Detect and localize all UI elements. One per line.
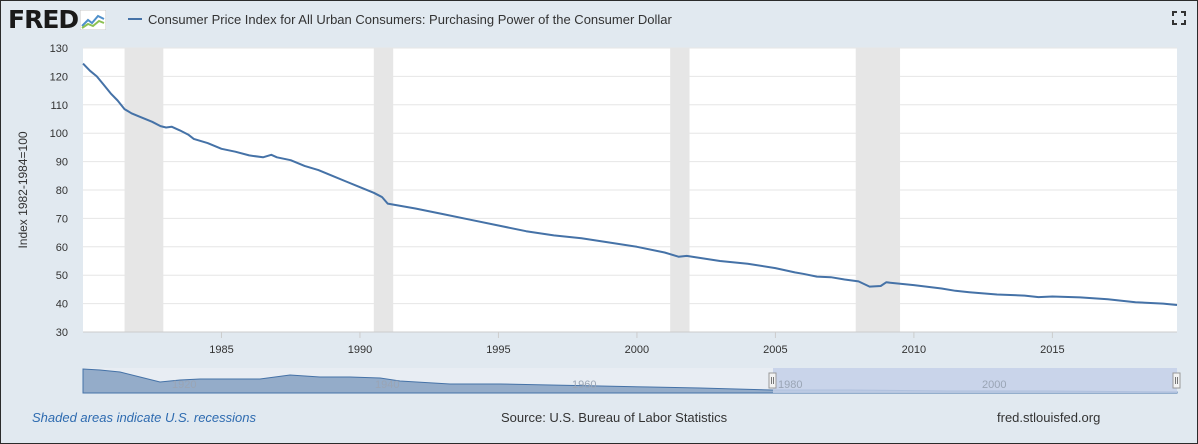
source-text: Source: U.S. Bureau of Labor Statistics: [501, 410, 728, 425]
x-tick-label: 1985: [209, 344, 233, 356]
navigator-selection[interactable]: [773, 368, 1177, 393]
y-axis-label: Index 1982-1984=100: [16, 131, 30, 248]
navigator-tick: 1980: [778, 379, 802, 391]
y-tick-label: 120: [50, 71, 68, 83]
legend-swatch: [128, 18, 142, 20]
chart-legend[interactable]: Consumer Price Index for All Urban Consu…: [128, 10, 672, 28]
navigator-right-handle[interactable]: [1172, 372, 1181, 389]
series-line[interactable]: [82, 62, 1178, 306]
x-tick-label: 2015: [1040, 344, 1064, 356]
x-tick-label: 2005: [763, 344, 787, 356]
y-tick-label: 60: [56, 242, 68, 254]
y-tick-label: 30: [56, 327, 68, 339]
y-tick-label: 40: [56, 299, 68, 311]
navigator-tick: 1940: [375, 379, 399, 391]
x-tick-label: 1995: [486, 344, 510, 356]
y-tick-label: 110: [50, 100, 68, 112]
y-tick-label: 100: [50, 128, 68, 140]
logo-text: FRED: [8, 5, 79, 34]
x-tick-label: 2000: [625, 344, 649, 356]
y-tick-label: 70: [56, 213, 68, 225]
x-tick-label: 1990: [348, 344, 372, 356]
fred-logo-icon: [80, 10, 107, 30]
navigator-tick: 2000: [982, 379, 1006, 391]
fullscreen-icon[interactable]: [1172, 11, 1186, 25]
chart-title: Consumer Price Index for All Urban Consu…: [148, 11, 672, 27]
y-tick-label: 80: [56, 185, 68, 197]
y-tick-label: 130: [50, 43, 68, 55]
y-tick-label: 90: [56, 157, 68, 169]
navigator[interactable]: 1920 1940 1960 1980 2000: [82, 368, 1181, 394]
fred-logo[interactable]: FRED: [8, 5, 107, 34]
x-tick-label: 2010: [902, 344, 926, 356]
navigator-tick: 1920: [172, 379, 196, 391]
navigator-left-handle[interactable]: [768, 372, 777, 389]
y-tick-label: 50: [56, 270, 68, 282]
navigator-tick: 1960: [572, 379, 596, 391]
site-link[interactable]: fred.stlouisfed.org: [997, 410, 1101, 425]
recession-note-link[interactable]: Shaded areas indicate U.S. recessions: [32, 410, 257, 425]
